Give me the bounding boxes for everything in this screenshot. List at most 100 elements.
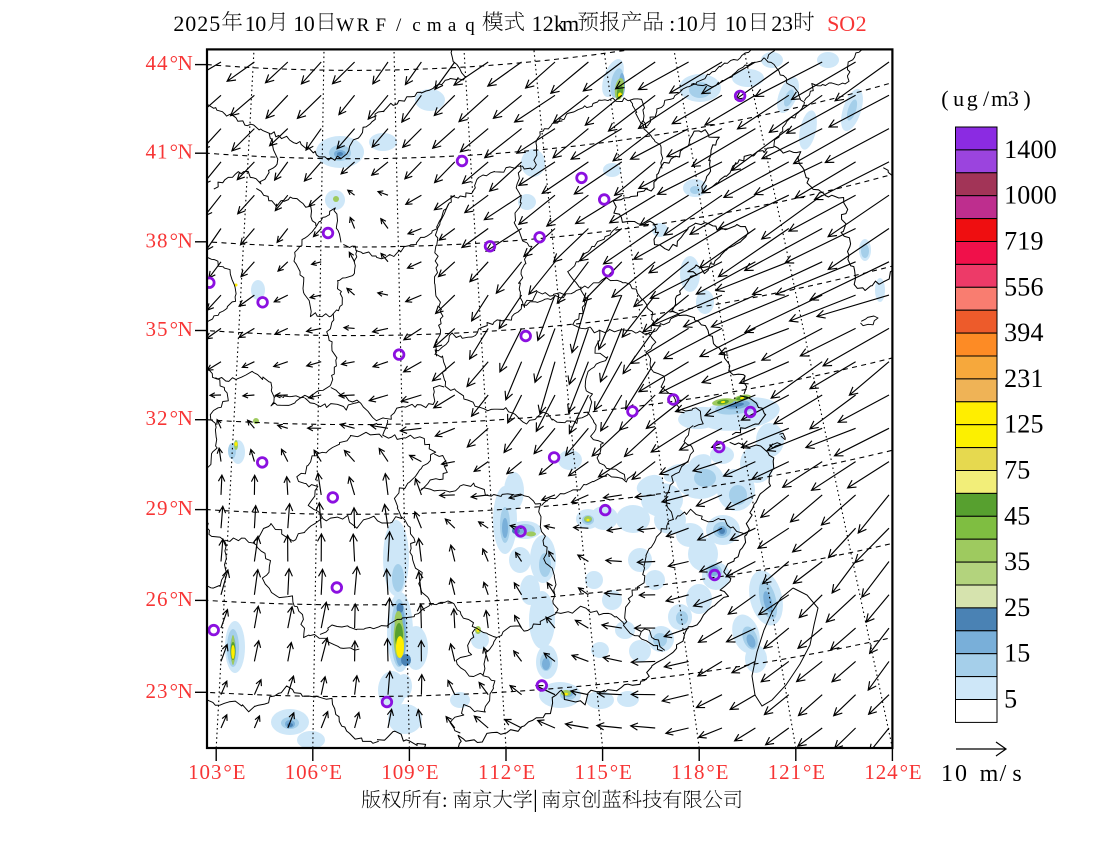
svg-text:0: 0 <box>304 11 315 36</box>
svg-text:9: 9 <box>404 760 415 784</box>
svg-text:m: m <box>562 11 579 36</box>
svg-text:°: ° <box>170 406 178 430</box>
svg-text:1: 1 <box>725 11 736 36</box>
svg-text:E: E <box>426 760 439 784</box>
svg-text:2: 2 <box>856 11 867 36</box>
svg-text:2: 2 <box>876 760 887 784</box>
svg-text:1: 1 <box>575 760 586 784</box>
svg-text:0: 0 <box>185 11 196 36</box>
svg-text:°: ° <box>170 228 178 252</box>
svg-text:°: ° <box>170 317 178 341</box>
svg-text:R: R <box>357 15 370 36</box>
svg-text:°: ° <box>170 679 178 703</box>
svg-text:1: 1 <box>941 761 953 787</box>
svg-text:°: ° <box>706 760 714 784</box>
svg-text:1: 1 <box>1004 410 1017 439</box>
svg-text::: : <box>442 790 448 812</box>
svg-text:2: 2 <box>543 11 554 36</box>
svg-text:5: 5 <box>1031 410 1044 439</box>
svg-text:E: E <box>619 760 632 784</box>
svg-text:5: 5 <box>1017 593 1030 622</box>
svg-text:°: ° <box>320 760 328 784</box>
svg-text:°: ° <box>170 587 178 611</box>
svg-text:E: E <box>716 760 729 784</box>
svg-text:u: u <box>953 86 964 111</box>
svg-text:9: 9 <box>157 496 168 520</box>
svg-text:2: 2 <box>771 11 782 36</box>
svg-text:q: q <box>465 15 475 36</box>
svg-text:9: 9 <box>1031 227 1044 256</box>
svg-text:9: 9 <box>1017 318 1030 347</box>
svg-text:6: 6 <box>1031 272 1044 301</box>
svg-text:3: 3 <box>146 228 157 252</box>
svg-text:2: 2 <box>157 406 168 430</box>
svg-text:N: N <box>178 496 193 520</box>
svg-text:N: N <box>178 679 193 703</box>
svg-text:2: 2 <box>197 11 208 36</box>
svg-text:3: 3 <box>1004 547 1017 576</box>
svg-text:1: 1 <box>768 760 779 784</box>
svg-text:N: N <box>178 51 193 75</box>
svg-text:5: 5 <box>1017 501 1030 530</box>
svg-text:k: k <box>554 11 565 36</box>
svg-text:N: N <box>178 228 193 252</box>
svg-text:4: 4 <box>1031 318 1044 347</box>
svg-text:3: 3 <box>1017 364 1030 393</box>
svg-text:0: 0 <box>1017 181 1030 210</box>
svg-text:2: 2 <box>1004 593 1017 622</box>
svg-text:0: 0 <box>736 11 747 36</box>
svg-text:5: 5 <box>1017 639 1030 668</box>
svg-text:a: a <box>448 15 457 36</box>
svg-text:0: 0 <box>255 11 266 36</box>
svg-text:3: 3 <box>1008 86 1019 111</box>
svg-text:(: ( <box>941 86 948 111</box>
svg-text:E: E <box>812 760 825 784</box>
svg-text:°: ° <box>513 760 521 784</box>
svg-text:s: s <box>1012 761 1021 787</box>
svg-text:N: N <box>178 140 193 164</box>
svg-text:5: 5 <box>157 317 168 341</box>
svg-text:1: 1 <box>245 11 256 36</box>
svg-text:8: 8 <box>157 228 168 252</box>
svg-text:3: 3 <box>211 760 222 784</box>
svg-text:1: 1 <box>1031 364 1044 393</box>
svg-text:°: ° <box>417 760 425 784</box>
svg-text:E: E <box>909 760 922 784</box>
svg-text:2: 2 <box>146 587 157 611</box>
svg-text:1: 1 <box>157 140 168 164</box>
svg-text:1: 1 <box>791 760 802 784</box>
svg-text:2: 2 <box>1004 364 1017 393</box>
svg-text:m: m <box>427 15 442 36</box>
svg-text:1: 1 <box>188 760 199 784</box>
svg-text:0: 0 <box>296 760 307 784</box>
svg-text:/: / <box>396 15 402 36</box>
svg-text:1: 1 <box>1004 181 1017 210</box>
svg-text:1: 1 <box>293 11 304 36</box>
svg-text:W: W <box>336 15 354 36</box>
svg-text:5: 5 <box>1017 547 1030 576</box>
svg-text:2: 2 <box>779 760 790 784</box>
svg-text:0: 0 <box>1044 181 1057 210</box>
svg-text:O: O <box>839 11 855 36</box>
svg-text:1: 1 <box>489 760 500 784</box>
svg-text:N: N <box>178 317 193 341</box>
svg-text:5: 5 <box>1017 272 1030 301</box>
svg-text:/: / <box>1000 761 1007 787</box>
svg-text:1: 1 <box>864 760 875 784</box>
svg-text:°: ° <box>803 760 811 784</box>
svg-text:0: 0 <box>1031 135 1044 164</box>
svg-text:3: 3 <box>157 679 168 703</box>
svg-text:3: 3 <box>146 317 157 341</box>
svg-text:8: 8 <box>694 760 705 784</box>
svg-text:E: E <box>329 760 342 784</box>
svg-text:0: 0 <box>200 760 211 784</box>
svg-text:F: F <box>376 15 387 36</box>
svg-text:7: 7 <box>1004 456 1017 485</box>
svg-text:1: 1 <box>1004 639 1017 668</box>
svg-text:N: N <box>178 587 193 611</box>
svg-text:E: E <box>233 760 246 784</box>
svg-text:3: 3 <box>782 11 793 36</box>
svg-text:2: 2 <box>1017 410 1030 439</box>
svg-text:0: 0 <box>687 11 698 36</box>
svg-text:1: 1 <box>532 11 543 36</box>
